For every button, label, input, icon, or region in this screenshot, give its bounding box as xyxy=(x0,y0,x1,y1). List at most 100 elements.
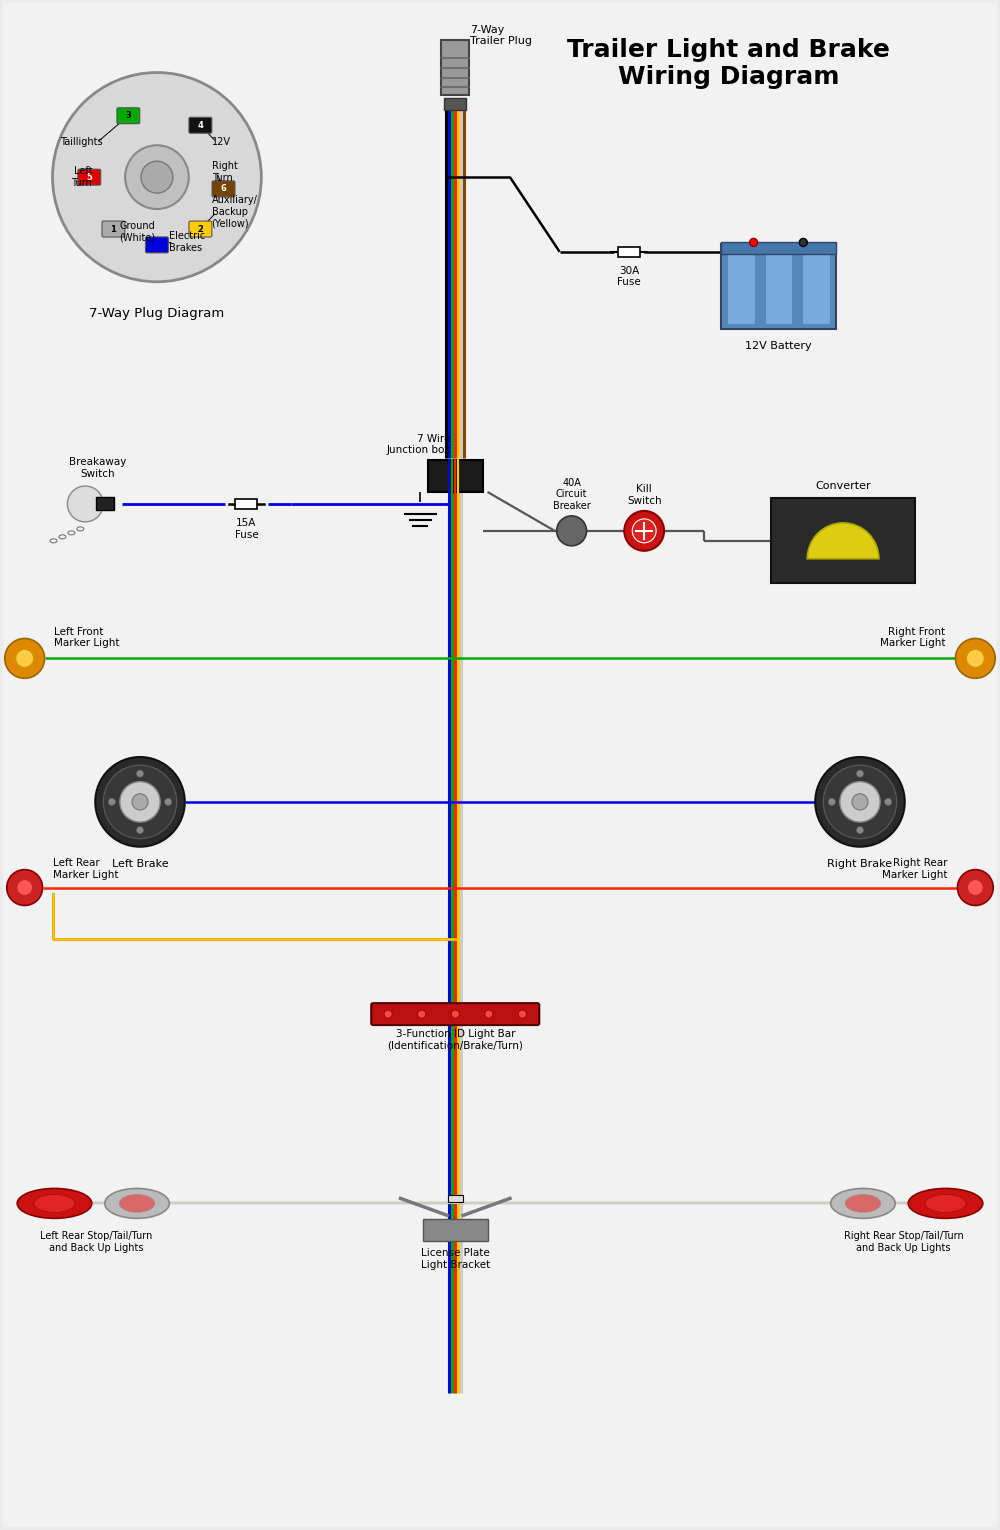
Bar xyxy=(235,499,257,509)
Text: Ground
(White): Ground (White) xyxy=(119,222,155,243)
Circle shape xyxy=(485,1010,493,1017)
Ellipse shape xyxy=(17,1189,92,1218)
Bar xyxy=(802,249,830,324)
Circle shape xyxy=(815,757,905,846)
Text: License Plate
Light Bracket: License Plate Light Bracket xyxy=(421,1248,490,1270)
Text: Taillights: Taillights xyxy=(60,138,102,147)
Circle shape xyxy=(120,782,160,822)
Text: Right
Turn: Right Turn xyxy=(212,161,237,184)
Circle shape xyxy=(624,511,664,551)
Text: Electric
Brakes: Electric Brakes xyxy=(169,231,205,252)
FancyBboxPatch shape xyxy=(189,220,212,237)
Bar xyxy=(423,1219,488,1241)
Ellipse shape xyxy=(34,1195,75,1212)
Circle shape xyxy=(125,145,189,210)
Circle shape xyxy=(141,161,173,193)
Text: Right Rear
Marker Light: Right Rear Marker Light xyxy=(882,858,948,880)
Text: Right Brake: Right Brake xyxy=(827,858,893,869)
Bar xyxy=(618,246,640,257)
Circle shape xyxy=(799,239,807,246)
Ellipse shape xyxy=(908,1189,983,1218)
Text: 7 Wire
Junction box: 7 Wire Junction box xyxy=(386,433,450,454)
FancyBboxPatch shape xyxy=(102,220,125,237)
Circle shape xyxy=(828,799,835,805)
Circle shape xyxy=(823,765,897,838)
Text: 6: 6 xyxy=(221,185,226,193)
Text: 1: 1 xyxy=(111,225,116,234)
Text: Converter: Converter xyxy=(815,480,871,491)
Circle shape xyxy=(17,880,33,895)
Circle shape xyxy=(137,770,143,777)
Circle shape xyxy=(852,794,868,809)
Circle shape xyxy=(165,799,172,805)
Bar xyxy=(721,245,836,329)
Text: 40A
Circuit
Breaker: 40A Circuit Breaker xyxy=(553,477,590,511)
Circle shape xyxy=(955,638,995,678)
Circle shape xyxy=(95,757,185,846)
Circle shape xyxy=(7,869,43,906)
Circle shape xyxy=(137,826,143,834)
Bar xyxy=(444,98,466,110)
FancyBboxPatch shape xyxy=(189,118,212,133)
Circle shape xyxy=(885,799,892,805)
Bar xyxy=(96,497,114,511)
FancyBboxPatch shape xyxy=(145,237,168,252)
Bar xyxy=(727,249,755,324)
FancyBboxPatch shape xyxy=(212,181,235,197)
Circle shape xyxy=(5,638,45,678)
FancyBboxPatch shape xyxy=(117,107,140,124)
Text: 12V Battery: 12V Battery xyxy=(745,341,812,350)
Circle shape xyxy=(67,487,103,522)
Text: Right Front
Marker Light: Right Front Marker Light xyxy=(880,627,946,649)
Ellipse shape xyxy=(831,1189,895,1218)
Text: 3: 3 xyxy=(125,112,131,121)
Circle shape xyxy=(418,1010,426,1017)
Text: Auxiliary/
Backup
(Yellow): Auxiliary/ Backup (Yellow) xyxy=(212,196,257,228)
Circle shape xyxy=(966,649,984,667)
Text: Right Rear Stop/Tail/Turn
and Back Up Lights: Right Rear Stop/Tail/Turn and Back Up Li… xyxy=(844,1232,964,1253)
Text: 7-Way Plug Diagram: 7-Way Plug Diagram xyxy=(89,308,225,320)
Circle shape xyxy=(557,516,587,546)
Bar xyxy=(721,242,836,254)
Text: 12V: 12V xyxy=(212,138,231,147)
Ellipse shape xyxy=(845,1195,881,1212)
Circle shape xyxy=(857,826,863,834)
Text: 5: 5 xyxy=(86,173,92,182)
Circle shape xyxy=(451,1010,459,1017)
Text: 3-Function ID Light Bar
(Identification/Brake/Turn): 3-Function ID Light Bar (Identification/… xyxy=(387,1030,523,1051)
Text: 4: 4 xyxy=(197,121,203,130)
Text: Breakaway
Switch: Breakaway Switch xyxy=(69,457,126,479)
Circle shape xyxy=(132,794,148,809)
Circle shape xyxy=(103,765,177,838)
Wedge shape xyxy=(807,523,879,558)
FancyBboxPatch shape xyxy=(371,1004,539,1025)
Bar xyxy=(441,40,469,95)
Circle shape xyxy=(857,770,863,777)
Circle shape xyxy=(957,869,993,906)
Ellipse shape xyxy=(105,1189,169,1218)
Text: Left Rear
Marker Light: Left Rear Marker Light xyxy=(53,858,118,880)
Ellipse shape xyxy=(925,1195,966,1212)
Text: 15A
Fuse: 15A Fuse xyxy=(235,517,258,540)
Circle shape xyxy=(750,239,758,246)
Bar xyxy=(765,249,792,324)
Circle shape xyxy=(518,1010,526,1017)
Text: 30A
Fuse: 30A Fuse xyxy=(617,266,641,288)
Bar xyxy=(771,499,915,583)
Circle shape xyxy=(967,880,983,895)
Circle shape xyxy=(384,1010,392,1017)
Text: Left Brake: Left Brake xyxy=(112,858,168,869)
Bar xyxy=(428,461,483,493)
Text: Left Front
Marker Light: Left Front Marker Light xyxy=(54,627,120,649)
Circle shape xyxy=(52,72,261,282)
Circle shape xyxy=(108,799,115,805)
Bar xyxy=(448,1195,463,1203)
Circle shape xyxy=(840,782,880,822)
Text: Kill
Switch: Kill Switch xyxy=(627,485,662,506)
Circle shape xyxy=(632,519,656,543)
Text: Left Rear Stop/Tail/Turn
and Back Up Lights: Left Rear Stop/Tail/Turn and Back Up Lig… xyxy=(40,1232,152,1253)
Text: 7-Way
Trailer Plug: 7-Way Trailer Plug xyxy=(470,24,532,46)
Text: Trailer Light and Brake
Wiring Diagram: Trailer Light and Brake Wiring Diagram xyxy=(567,38,890,89)
Text: Left
Turn: Left Turn xyxy=(72,167,92,188)
Ellipse shape xyxy=(119,1195,155,1212)
